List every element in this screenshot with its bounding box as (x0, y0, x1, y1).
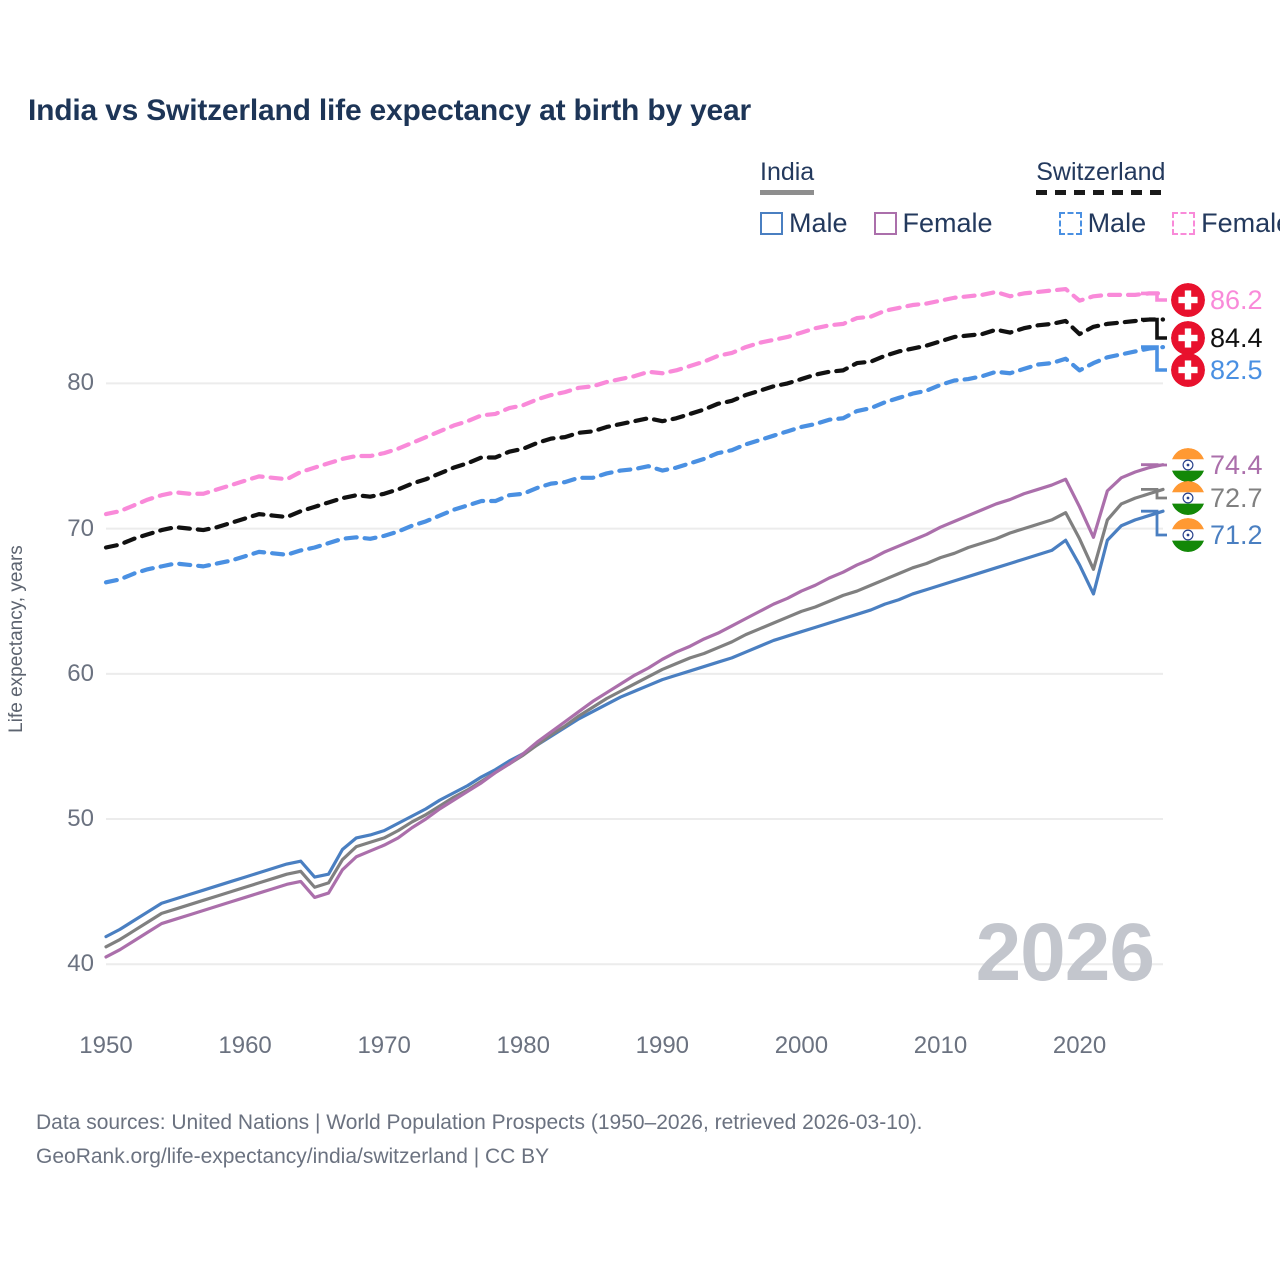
series-line-switzerland-female (103, 286, 1166, 517)
series-line-india-female (104, 463, 1165, 959)
x-axis-tick-label: 1970 (357, 1032, 411, 1059)
legend-group-india: India (760, 158, 815, 202)
year-watermark: 2026 (975, 907, 1155, 998)
legend-series-items: Male Female Male Female (760, 208, 1280, 239)
y-axis-tick-label: 80 (67, 369, 94, 397)
page-title: India vs Switzerland life expectancy at … (28, 94, 751, 127)
legend-group-switzerland: Switzerland (1036, 158, 1166, 202)
end-label-connector (1141, 291, 1167, 302)
end-label-value: 86.2 (1210, 284, 1263, 315)
switzerland-flag-icon (1171, 353, 1205, 387)
end-label-switzerland-male: 82.5 (1171, 353, 1263, 387)
end-label-india-total: 72.7 (1171, 481, 1263, 515)
y-axis-tick-label: 50 (67, 805, 94, 833)
end-label-switzerland-female: 86.2 (1171, 283, 1263, 317)
legend-item-label: Male (1087, 208, 1147, 238)
end-label-value: 82.5 (1210, 354, 1263, 385)
chart-legend: India Switzerland Male Female Male (760, 160, 1280, 238)
switzerland-flag-icon (1171, 283, 1205, 317)
end-label-value: 84.4 (1210, 322, 1263, 353)
x-axis-tick-label: 2000 (774, 1032, 829, 1059)
chart-footer: Data sources: United Nations | World Pop… (36, 1106, 922, 1174)
legend-item-switzerland-female[interactable]: Female (1172, 208, 1280, 239)
legend-item-label: Female (902, 208, 993, 238)
legend-item-india-male[interactable]: Male (760, 208, 848, 239)
legend-country-india: India (760, 158, 815, 186)
legend-item-label: Female (1201, 208, 1280, 238)
legend-rule-india-solid-line (760, 190, 815, 195)
y-axis-tick-label: 60 (67, 659, 94, 687)
x-axis-tick-label: 1960 (218, 1032, 272, 1059)
end-label-connectors (1141, 291, 1167, 537)
x-axis-tick-label: 1980 (496, 1032, 550, 1059)
square-outline-icon (873, 212, 897, 235)
series-line-switzerland-male (103, 345, 1166, 585)
x-axis-tick-label: 1950 (79, 1032, 133, 1059)
square-dashed-outline-icon (1172, 212, 1196, 235)
square-outline-icon (760, 212, 783, 235)
legend-country-switzerland: Switzerland (1036, 158, 1166, 186)
india-flag-icon (1171, 448, 1205, 482)
end-label-connector (1141, 488, 1167, 500)
y-axis-tick-label: 70 (67, 514, 94, 542)
legend-item-switzerland-male[interactable]: Male (1058, 208, 1147, 239)
end-label-value: 72.7 (1210, 482, 1263, 513)
square-dashed-outline-icon (1058, 212, 1082, 235)
series-line-india-male (104, 509, 1165, 939)
series-line-switzerland-total (103, 317, 1166, 550)
legend-item-label: Male (789, 208, 848, 238)
footer-attribution: GeoRank.org/life-expectancy/india/switze… (36, 1145, 550, 1169)
india-flag-icon (1171, 518, 1205, 552)
end-label-india-female: 74.4 (1171, 448, 1263, 482)
x-axis-tick-label: 2020 (1052, 1032, 1107, 1059)
end-label-connector (1141, 509, 1167, 537)
legend-rule-switzerland-dashed-line (1036, 190, 1166, 195)
end-label-switzerland-total: 84.4 (1171, 321, 1263, 355)
y-axis-tick-label: 40 (67, 950, 94, 978)
end-label-value: 74.4 (1210, 449, 1263, 480)
india-flag-icon (1171, 481, 1205, 515)
x-axis-tick-label: 1990 (635, 1032, 690, 1059)
end-label-value: 71.2 (1210, 519, 1263, 550)
footer-data-sources: Data sources: United Nations | World Pop… (36, 1111, 923, 1134)
series-lines (103, 286, 1166, 959)
end-label-connector (1141, 345, 1167, 372)
switzerland-flag-icon (1171, 321, 1205, 355)
end-label-connector (1141, 317, 1167, 340)
series-line-india-total (104, 487, 1165, 949)
end-label-india-male: 71.2 (1171, 518, 1263, 552)
legend-item-india-female[interactable]: Female (873, 208, 993, 239)
legend-country-groups: India Switzerland (760, 160, 1252, 202)
x-axis-tick-label: 2010 (913, 1032, 968, 1059)
